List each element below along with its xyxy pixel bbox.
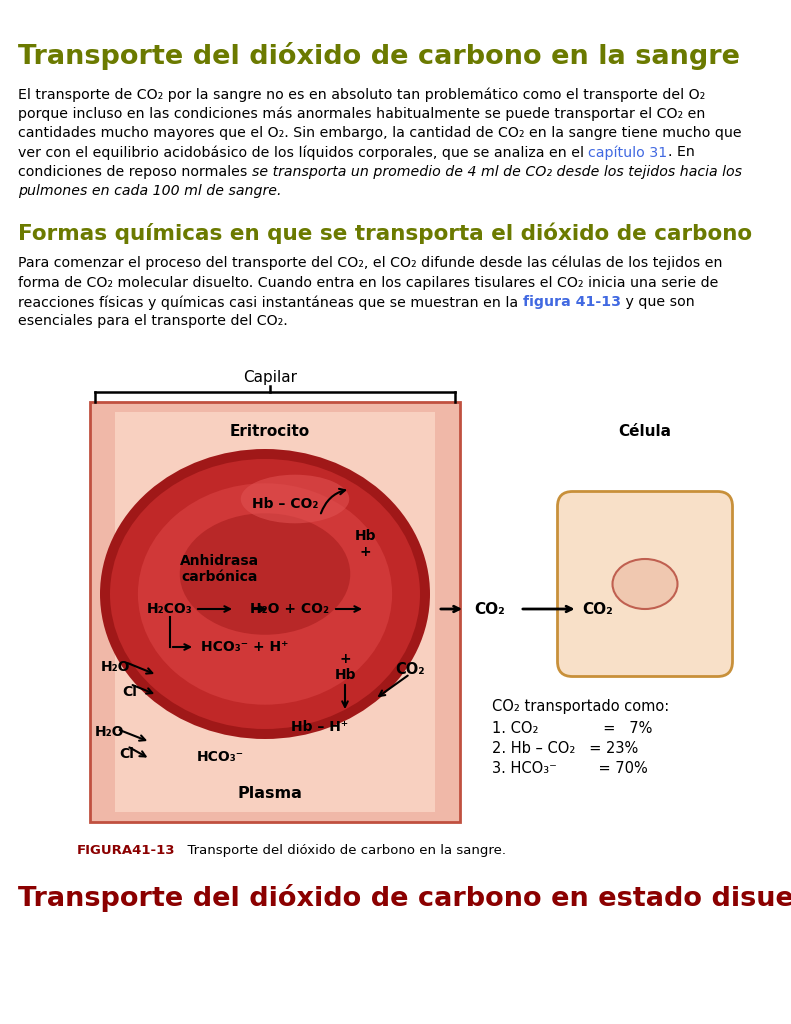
Text: H₂O + CO₂: H₂O + CO₂ bbox=[251, 602, 330, 616]
Text: CO₂: CO₂ bbox=[396, 662, 425, 677]
Text: . En: . En bbox=[668, 145, 694, 160]
Text: Formas químicas en que se transporta el dióxido de carbono: Formas químicas en que se transporta el … bbox=[18, 222, 752, 244]
Text: 2. Hb – CO₂   = 23%: 2. Hb – CO₂ = 23% bbox=[492, 741, 638, 756]
Ellipse shape bbox=[240, 475, 350, 523]
Text: CO₂: CO₂ bbox=[582, 601, 613, 616]
Text: Capilar: Capilar bbox=[243, 370, 297, 385]
Ellipse shape bbox=[180, 513, 350, 635]
Text: CO₂ transportado como:: CO₂ transportado como: bbox=[492, 699, 669, 714]
Text: forma de CO₂ molecular disuelto. Cuando entra en los capilares tisulares el CO₂ : forma de CO₂ molecular disuelto. Cuando … bbox=[18, 275, 718, 290]
Text: Cl: Cl bbox=[123, 685, 138, 699]
Ellipse shape bbox=[612, 559, 678, 609]
Text: Eritrocito: Eritrocito bbox=[230, 424, 310, 439]
FancyBboxPatch shape bbox=[115, 412, 435, 812]
Text: FIGURA41-13: FIGURA41-13 bbox=[77, 844, 175, 857]
Text: Hb – CO₂: Hb – CO₂ bbox=[252, 497, 318, 511]
Text: 3. HCO₃⁻         = 70%: 3. HCO₃⁻ = 70% bbox=[492, 761, 648, 776]
Text: Plasma: Plasma bbox=[237, 786, 302, 802]
Text: capítulo 31: capítulo 31 bbox=[589, 145, 668, 160]
Text: pulmones en cada 100 ml de sangre.: pulmones en cada 100 ml de sangre. bbox=[18, 184, 282, 199]
Text: ver con el equilibrio acidobásico de los líquidos corporales, que se analiza en : ver con el equilibrio acidobásico de los… bbox=[18, 145, 589, 160]
Text: porque incluso en las condiciones más anormales habitualmente se puede transport: porque incluso en las condiciones más an… bbox=[18, 106, 706, 121]
Text: H₂O: H₂O bbox=[100, 660, 130, 674]
Text: condiciones de reposo normales: condiciones de reposo normales bbox=[18, 165, 252, 179]
Text: Cl: Cl bbox=[119, 746, 134, 761]
Text: Para comenzar el proceso del transporte del CO₂, el CO₂ difunde desde las célula: Para comenzar el proceso del transporte … bbox=[18, 256, 722, 270]
Text: Hb – H⁺: Hb – H⁺ bbox=[291, 720, 349, 734]
Text: Transporte del dióxido de carbono en la sangre.: Transporte del dióxido de carbono en la … bbox=[179, 844, 506, 857]
FancyBboxPatch shape bbox=[558, 492, 732, 677]
Text: reacciones físicas y químicas casi instantáneas que se muestran en la: reacciones físicas y químicas casi insta… bbox=[18, 295, 523, 309]
Text: se transporta un promedio de 4 ml de CO₂ desde los tejidos hacia los: se transporta un promedio de 4 ml de CO₂… bbox=[252, 165, 742, 179]
Text: 1. CO₂              =   7%: 1. CO₂ = 7% bbox=[492, 721, 653, 736]
FancyBboxPatch shape bbox=[90, 402, 460, 822]
Text: H₂CO₃: H₂CO₃ bbox=[147, 602, 193, 616]
Text: H₂O: H₂O bbox=[95, 725, 125, 739]
Ellipse shape bbox=[110, 459, 420, 729]
Ellipse shape bbox=[100, 449, 430, 739]
Text: Transporte del dióxido de carbono en estado disuelto: Transporte del dióxido de carbono en est… bbox=[18, 884, 791, 912]
Text: HCO₃⁻: HCO₃⁻ bbox=[196, 750, 244, 764]
Text: Célula: Célula bbox=[619, 424, 672, 439]
Text: CO₂: CO₂ bbox=[475, 601, 505, 616]
Text: cantidades mucho mayores que el O₂. Sin embargo, la cantidad de CO₂ en la sangre: cantidades mucho mayores que el O₂. Sin … bbox=[18, 126, 742, 140]
Ellipse shape bbox=[138, 483, 392, 705]
Text: El transporte de CO₂ por la sangre no es en absoluto tan problemático como el tr: El transporte de CO₂ por la sangre no es… bbox=[18, 87, 706, 101]
Text: HCO₃⁻ + H⁺: HCO₃⁻ + H⁺ bbox=[202, 640, 289, 654]
Text: figura 41-13: figura 41-13 bbox=[523, 295, 621, 309]
Text: Hb
+: Hb + bbox=[354, 529, 376, 559]
Text: esenciales para el transporte del CO₂.: esenciales para el transporte del CO₂. bbox=[18, 314, 288, 329]
Text: Transporte del dióxido de carbono en la sangre: Transporte del dióxido de carbono en la … bbox=[18, 42, 740, 70]
Text: Anhidrasa
carbónica: Anhidrasa carbónica bbox=[180, 554, 259, 584]
Text: y que son: y que son bbox=[621, 295, 694, 309]
Text: +
Hb: + Hb bbox=[335, 652, 356, 682]
